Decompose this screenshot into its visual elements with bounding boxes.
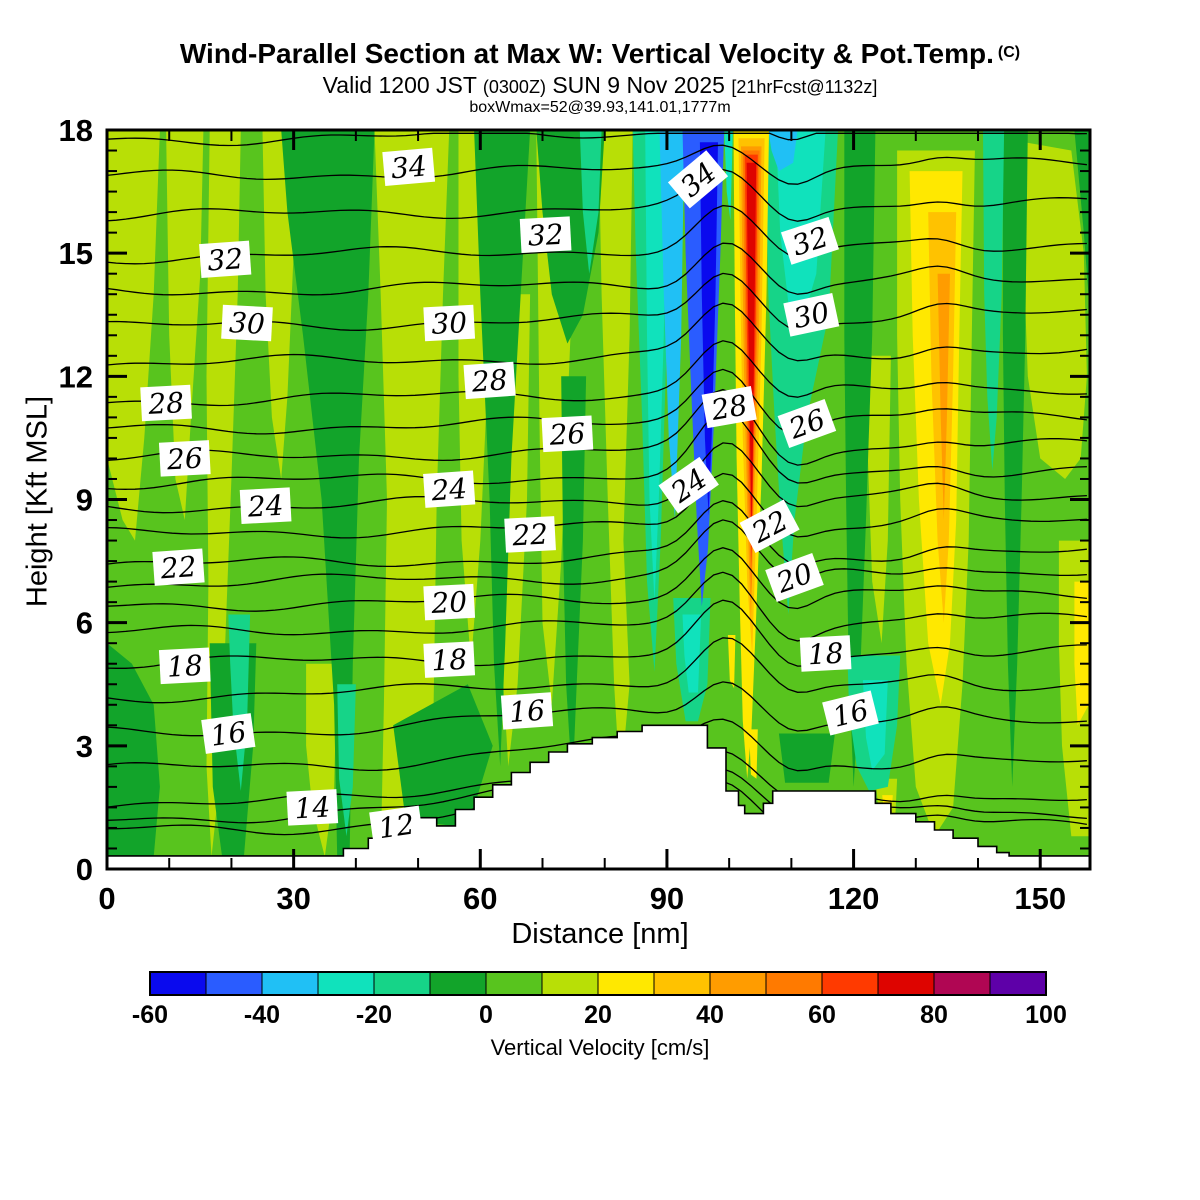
svg-text:15: 15 xyxy=(59,236,93,271)
valid-time: Valid 1200 JST xyxy=(322,72,477,99)
svg-text:3: 3 xyxy=(76,729,93,764)
svg-text:26: 26 xyxy=(548,417,586,452)
svg-text:30: 30 xyxy=(228,306,265,341)
valid-time-utc: (0300Z) xyxy=(482,77,546,98)
svg-text:0: 0 xyxy=(98,881,115,916)
chart-title-text: Wind-Parallel Section at Max W: Vertical… xyxy=(179,38,994,69)
svg-text:30: 30 xyxy=(276,881,310,916)
svg-text:24: 24 xyxy=(246,489,284,524)
colorbar-title: Vertical Velocity [cm/s] xyxy=(490,1035,710,1060)
svg-text:6: 6 xyxy=(76,606,93,641)
svg-text:-20: -20 xyxy=(356,1001,392,1029)
svg-text:120: 120 xyxy=(828,881,880,916)
svg-text:26: 26 xyxy=(165,441,203,476)
svg-text:12: 12 xyxy=(59,359,93,394)
svg-text:60: 60 xyxy=(808,1001,836,1029)
svg-text:22: 22 xyxy=(159,550,198,585)
svg-text:22: 22 xyxy=(510,517,548,552)
svg-text:12: 12 xyxy=(376,808,416,846)
svg-text:60: 60 xyxy=(463,881,497,916)
svg-text:16: 16 xyxy=(208,715,248,753)
chart-subtitle: Valid 1200 JST (0300Z) SUN 9 Nov 2025 [2… xyxy=(0,72,1200,98)
svg-text:80: 80 xyxy=(920,1001,948,1029)
svg-text:28: 28 xyxy=(470,363,509,398)
svg-text:9: 9 xyxy=(76,483,93,518)
svg-text:100: 100 xyxy=(1025,1001,1067,1029)
x-axis-title: Distance [nm] xyxy=(511,918,689,950)
chart-title-units: (C) xyxy=(997,44,1021,61)
svg-text:30: 30 xyxy=(431,306,468,341)
x-tick-labels: 0 30 60 90 120 150 xyxy=(98,881,1066,916)
svg-text:34: 34 xyxy=(390,149,428,185)
svg-text:28: 28 xyxy=(708,388,750,427)
svg-text:40: 40 xyxy=(696,1001,724,1029)
svg-text:90: 90 xyxy=(650,881,684,916)
wmax-info: boxWmax=52@39.93,141.01,1777m xyxy=(469,98,731,116)
chart-title: Wind-Parallel Section at Max W: Vertical… xyxy=(0,38,1200,70)
axes-frame-and-ticks xyxy=(105,128,1092,871)
svg-text:18: 18 xyxy=(431,643,468,678)
svg-text:32: 32 xyxy=(527,218,564,253)
svg-text:18: 18 xyxy=(807,637,844,672)
forecast-info: [21hrFcst@1132z] xyxy=(731,77,878,98)
svg-text:18: 18 xyxy=(59,113,93,148)
svg-text:-40: -40 xyxy=(244,1001,280,1029)
svg-text:20: 20 xyxy=(584,1001,612,1029)
svg-text:30: 30 xyxy=(791,295,833,335)
svg-text:150: 150 xyxy=(1014,881,1066,916)
terrain-silhouette xyxy=(107,724,1090,869)
colorbar: -60 -40 -20 0 20 40 60 80 100 xyxy=(132,971,1067,1029)
svg-text:24: 24 xyxy=(429,472,468,507)
svg-text:14: 14 xyxy=(294,790,331,825)
isotherm-contour-lines xyxy=(107,132,1088,836)
svg-text:32: 32 xyxy=(206,242,244,277)
svg-text:-60: -60 xyxy=(132,1001,168,1029)
svg-text:0: 0 xyxy=(479,1001,493,1029)
svg-text:16: 16 xyxy=(508,694,546,729)
valid-date: SUN 9 Nov 2025 xyxy=(552,72,725,99)
svg-text:20: 20 xyxy=(430,585,468,620)
y-axis-title: Height [Kft MSL] xyxy=(21,395,54,608)
svg-text:0: 0 xyxy=(76,852,93,887)
svg-text:28: 28 xyxy=(146,386,184,421)
y-tick-labels: 0 3 6 9 12 15 18 xyxy=(59,113,93,887)
chart-header: Wind-Parallel Section at Max W: Vertical… xyxy=(0,38,1200,117)
svg-text:18: 18 xyxy=(166,649,203,684)
